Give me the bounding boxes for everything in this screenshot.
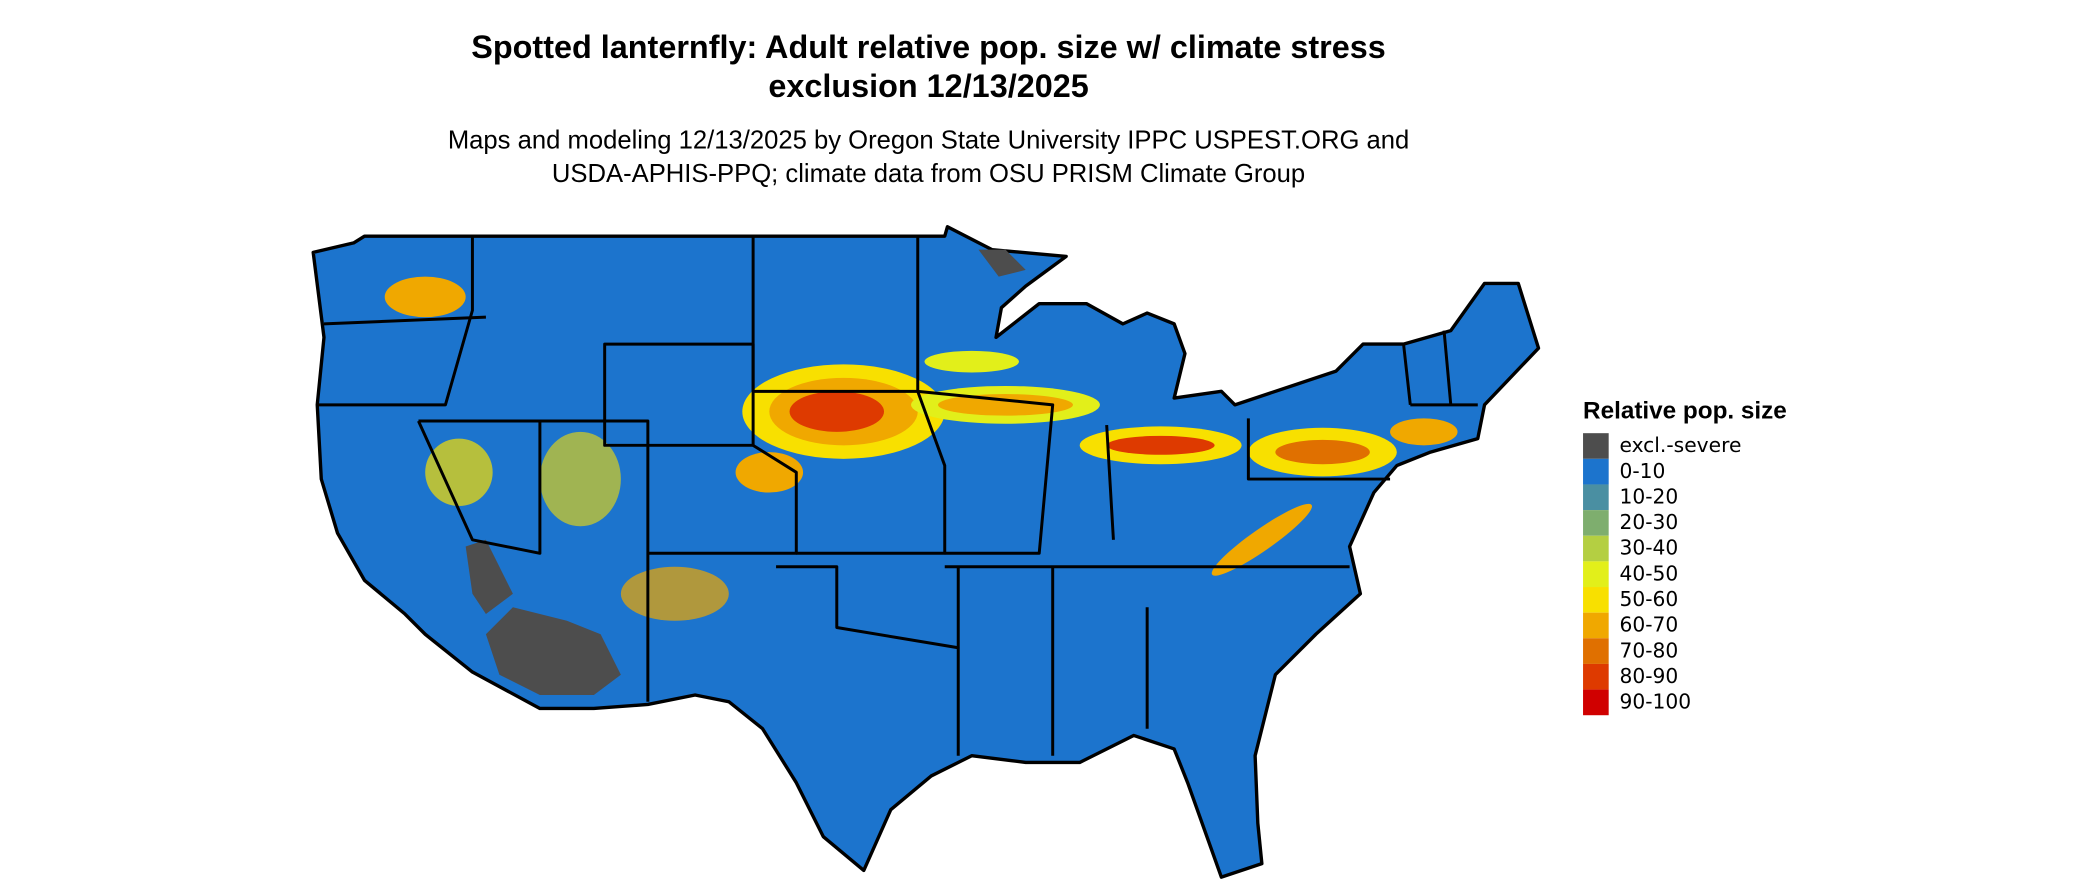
legend-swatch: [1583, 663, 1609, 690]
legend-swatch: [1583, 638, 1609, 664]
legend-swatch: [1583, 458, 1609, 485]
legend-swatch: [1583, 612, 1609, 639]
legend-label: 10-20: [1619, 484, 1678, 508]
us-map: [311, 225, 1541, 879]
legend-label: 50-60: [1619, 587, 1678, 611]
title-line: Spotted lanternfly: Adult relative pop. …: [471, 29, 1386, 65]
legend-swatch: [1583, 561, 1609, 588]
legend-label: 20-30: [1619, 510, 1678, 534]
excl-blob: [485, 607, 621, 695]
legend-swatch: [1583, 587, 1609, 613]
legend-title: Relative pop. size: [1583, 397, 1787, 424]
legend-swatch: [1583, 535, 1609, 562]
legend-swatch: [1583, 689, 1609, 716]
legend: excl.-severe0-1010-2020-3030-4040-5050-6…: [1583, 433, 1741, 716]
legend-swatch: [1583, 510, 1609, 536]
legend-label: excl.-severe: [1619, 433, 1741, 457]
state-borders: [317, 236, 1478, 756]
title-line: exclusion 12/13/2025: [768, 68, 1088, 104]
legend-label: 70-80: [1619, 638, 1678, 662]
legend-label: 40-50: [1619, 561, 1678, 585]
exclusion-area: [465, 249, 1026, 695]
hot-spots: [384, 276, 1458, 621]
legend-label: 90-100: [1619, 690, 1691, 714]
legend-swatch: [1583, 484, 1609, 511]
legend-label: 30-40: [1619, 536, 1678, 560]
legend-label: 80-90: [1619, 664, 1678, 688]
legend-swatch: [1583, 433, 1609, 459]
subtitle-line: USDA-APHIS-PPQ; climate data from OSU PR…: [552, 160, 1305, 188]
subtitle-line: Maps and modeling 12/13/2025 by Oregon S…: [448, 126, 1409, 154]
legend-label: 0-10: [1619, 459, 1665, 483]
legend-label: 60-70: [1619, 613, 1678, 637]
excl-blob: [978, 249, 1026, 277]
excl-blob: [465, 539, 513, 615]
